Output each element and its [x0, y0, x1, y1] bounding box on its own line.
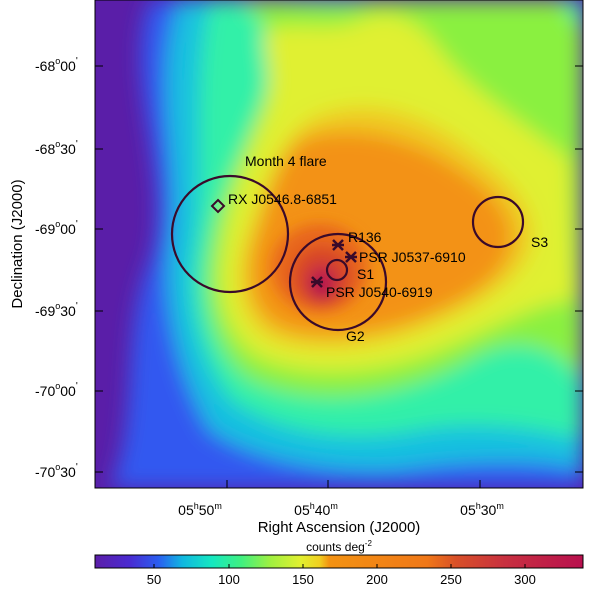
r136-star-marker [332, 239, 344, 251]
x-tick-label: 05h50m [178, 501, 222, 518]
psr-j0540-star-marker [311, 276, 323, 288]
y-axis [95, 65, 583, 473]
s1-circle [325, 258, 349, 282]
colorbar-tick-label: 50 [147, 572, 161, 587]
colorbar: counts deg-2 50 100 150 200 250 300 [94, 539, 584, 587]
x-axis-label: Right Ascension (J2000) [258, 519, 421, 536]
g2-circle [288, 232, 388, 332]
y-tick-label: -70o30' [35, 462, 78, 480]
plot-frame [94, 0, 584, 489]
s3-label: S3 [531, 234, 548, 250]
month4-flare-label: Month 4 flare [245, 153, 327, 169]
x-axis [226, 480, 481, 488]
colorbar-tick-label: 200 [366, 572, 388, 587]
g2-label: G2 [346, 328, 365, 344]
colorbar-label: counts deg-2 [306, 539, 372, 554]
y-tick-label: -70o00' [35, 381, 78, 399]
psr-j0537-label: PSR J0537-6910 [359, 249, 466, 265]
colorbar-tick-label: 300 [514, 572, 536, 587]
colorbar-tick-label: 100 [218, 572, 240, 587]
rx-diamond-marker [210, 198, 226, 214]
colorbar-tick-label: 150 [292, 572, 314, 587]
y-tick-label: -68o00' [35, 56, 78, 74]
source-markers [311, 239, 357, 288]
s3-circle [471, 195, 525, 249]
r136-label: R136 [348, 229, 382, 245]
overlays [170, 174, 525, 332]
x-tick-label: 05h30m [460, 501, 504, 518]
rx-source-label: RX J0546.8-6851 [228, 191, 337, 207]
colorbar-gradient [94, 554, 584, 569]
colorbar-tick-label: 250 [440, 572, 462, 587]
psr-j0537-star-marker [345, 251, 357, 263]
x-tick-label: 05h40m [294, 501, 338, 518]
y-tick-label: -68o30' [35, 139, 78, 157]
s1-label: S1 [357, 266, 374, 282]
psr-j0540-label: PSR J0540-6919 [326, 284, 433, 300]
y-axis-label: Declination (J2000) [9, 179, 26, 308]
y-tick-label: -69o00' [35, 219, 78, 237]
y-tick-label: -69o30' [35, 301, 78, 319]
month4-flare-circle [170, 174, 290, 294]
intensity-map [95, 0, 583, 488]
